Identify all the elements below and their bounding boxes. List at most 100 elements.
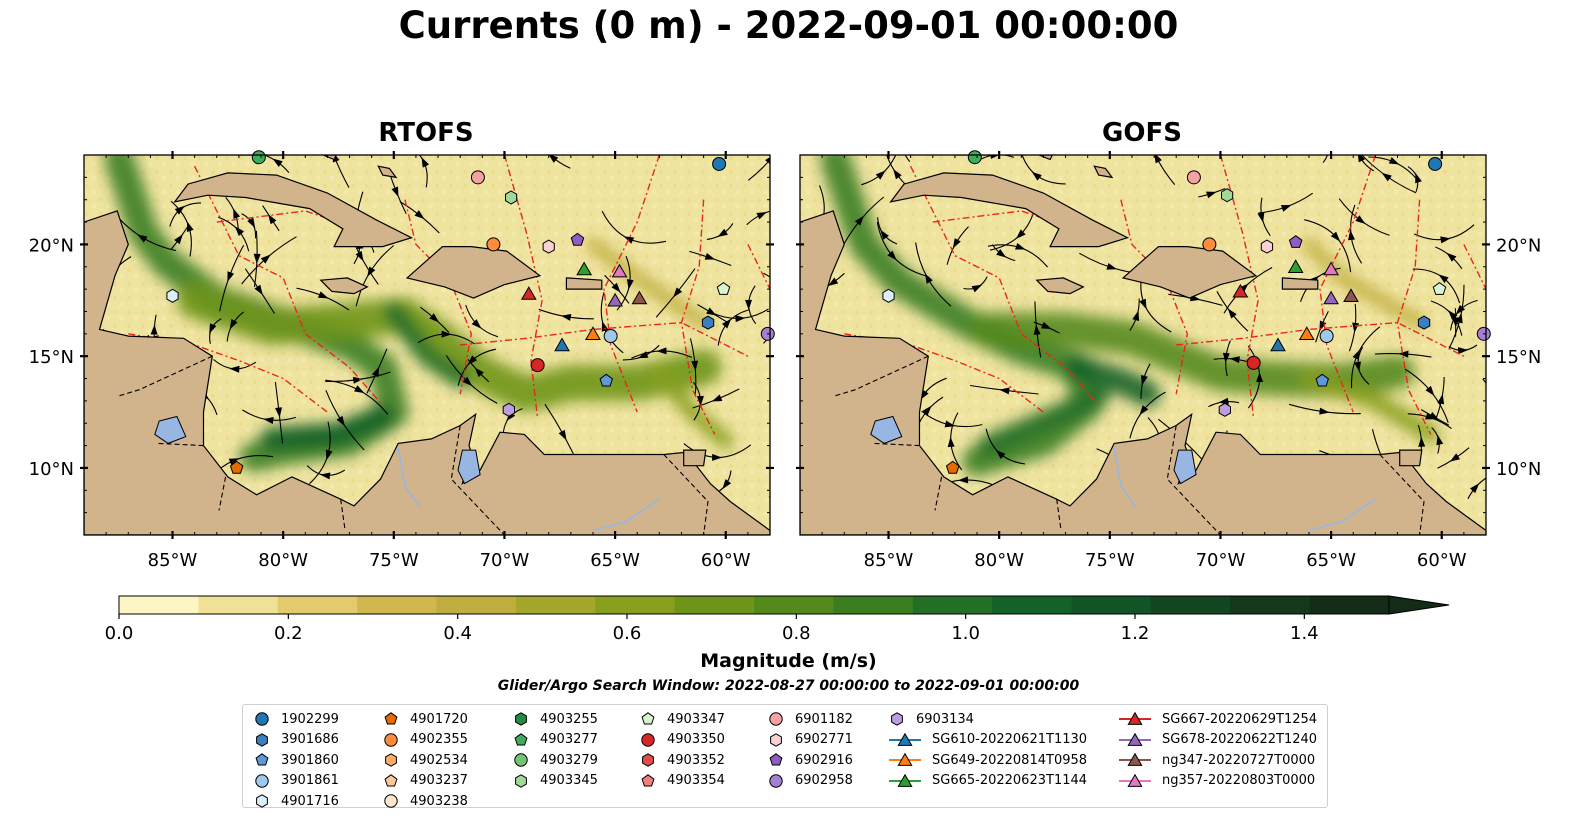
colorbar-segment — [1230, 596, 1311, 614]
land — [800, 155, 1486, 535]
legend-item: 4901716 — [253, 791, 339, 812]
map-panel-gofs: 85°W 80°W 75°W 70°W 65°W 60°W 10°N 15°N 20°N — [796, 150, 1541, 571]
legend-marker-icon — [515, 712, 527, 727]
legend-marker-icon — [384, 773, 398, 787]
legend-label: 4903345 — [540, 773, 598, 789]
colorbar-segment — [674, 596, 755, 614]
legend-label: 3901860 — [281, 752, 339, 768]
x-tick-label: 85°W — [864, 550, 914, 571]
y-tick-label: 10°N — [1496, 459, 1541, 480]
colorbar-tick-label: 0.4 — [443, 623, 472, 644]
legend-item: 3901860 — [253, 750, 339, 771]
x-tick-label: 75°W — [369, 550, 419, 571]
colorbar-tick-label: 1.2 — [1121, 623, 1150, 644]
legend-marker-icon — [384, 794, 398, 808]
map-frame: 85°W 80°W 75°W 70°W 65°W 60°W 10°N 15°N 20°N — [796, 151, 1541, 571]
observation-markers — [882, 150, 1491, 474]
colorbar-segment — [198, 596, 279, 614]
legend-marker-icon — [889, 753, 921, 767]
colorbar-segment — [277, 596, 358, 614]
legend-item: ng347-20220727T0000 — [1118, 750, 1317, 771]
colorbar: 0.0 0.2 0.4 0.6 0.8 1.0 1.2 1.4 — [105, 595, 1450, 644]
legend-marker-icon — [1119, 753, 1151, 767]
observation-marker — [882, 288, 895, 303]
legend-item: 4903350 — [639, 730, 725, 751]
observation-marker — [166, 288, 179, 303]
legend-item: SG649-20220814T0958 — [888, 750, 1087, 771]
colorbar-tick-label: 0.0 — [105, 623, 134, 644]
legend-column: 4903255 4903277 4903279 4903345 — [512, 709, 598, 791]
legend-label: 6901182 — [795, 711, 853, 727]
legend-item: 6903134 — [888, 709, 1087, 730]
colorbar-tick-label: 0.2 — [274, 623, 303, 644]
legend-item: SG665-20220623T1144 — [888, 771, 1087, 792]
observation-marker — [611, 263, 628, 278]
legend-label: 4902355 — [410, 732, 468, 748]
legend-marker-icon — [514, 753, 528, 767]
legend-item: 4903279 — [512, 750, 598, 771]
colorbar-label: Magnitude (m/s) — [700, 650, 877, 672]
colorbar-segment — [119, 596, 199, 614]
observation-marker — [554, 337, 570, 352]
legend-marker-icon — [384, 712, 398, 725]
legend-marker-icon — [255, 753, 269, 766]
legend-item: 1902299 — [253, 709, 339, 730]
legend-item: 6902771 — [767, 730, 853, 751]
legend-label: 6903134 — [916, 711, 974, 727]
legend-label: 3901686 — [281, 732, 339, 748]
x-tick-label: 60°W — [701, 550, 751, 571]
panel-title-rtofs: RTOFS — [378, 118, 474, 148]
observation-marker — [530, 358, 545, 373]
legend-label: 4903347 — [667, 711, 725, 727]
y-tick-label: 20°N — [1496, 235, 1541, 256]
x-tick-label: 65°W — [590, 550, 640, 571]
legend-marker-icon — [641, 712, 655, 725]
legend-item: 4903347 — [639, 709, 725, 730]
legend-marker-icon — [769, 753, 783, 766]
legend-marker-icon — [255, 712, 269, 726]
legend-label: SG665-20220623T1144 — [932, 773, 1088, 789]
y-tick-label: 15°N — [1496, 347, 1541, 368]
observation-marker — [1343, 288, 1359, 302]
y-tick-label: 15°N — [29, 347, 74, 368]
observation-marker — [1432, 281, 1447, 295]
map-panel-rtofs: 85°W 80°W 75°W 70°W 65°W 60°W 10°N 15°N 20°N — [29, 150, 775, 571]
legend-label: SG610-20220621T1130 — [932, 732, 1088, 748]
legend-label: 4903352 — [667, 752, 725, 768]
observation-marker — [1260, 239, 1274, 254]
legend-item: 3901686 — [253, 730, 339, 751]
observation-marker — [1186, 170, 1201, 185]
legend-marker-icon — [642, 753, 654, 768]
legend-label: SG649-20220814T0958 — [932, 752, 1088, 768]
observation-marker — [967, 150, 982, 165]
observation-marker — [486, 237, 501, 252]
legend-label: 6902958 — [795, 773, 853, 789]
colorbar-segment — [833, 596, 914, 614]
colorbar-segment — [595, 596, 676, 614]
legend-label: 4903354 — [667, 773, 725, 789]
legend-item: 4903255 — [512, 709, 598, 730]
legend-marker-icon — [770, 732, 782, 747]
legend-label: 4903279 — [540, 752, 598, 768]
legend-label: 1902299 — [281, 711, 339, 727]
observation-marker — [1417, 315, 1431, 330]
legend-label: 4903255 — [540, 711, 598, 727]
colorbar-tick-label: 1.4 — [1290, 623, 1319, 644]
x-tick-label: 80°W — [258, 550, 308, 571]
legend-marker-icon — [255, 774, 269, 788]
observation-marker — [1221, 188, 1234, 203]
legend-label: ng357-20220803T0000 — [1162, 773, 1316, 789]
legend-item: 4903237 — [382, 771, 468, 792]
colorbar-extend — [1388, 595, 1450, 615]
legend-item: SG610-20220621T1130 — [888, 730, 1087, 751]
legend-label: 6902916 — [795, 752, 853, 768]
map-frame: 85°W 80°W 75°W 70°W 65°W 60°W 10°N 15°N 20°N — [29, 151, 774, 571]
legend-item: 6901182 — [767, 709, 853, 730]
y-tick-label: 20°N — [29, 235, 74, 256]
x-tick-label: 70°W — [480, 550, 530, 571]
observation-marker — [1270, 337, 1286, 352]
observation-marker — [1232, 283, 1249, 298]
observation-marker — [1218, 402, 1231, 417]
legend-label: 4901720 — [410, 711, 468, 727]
x-tick-label: 60°W — [1417, 550, 1467, 571]
